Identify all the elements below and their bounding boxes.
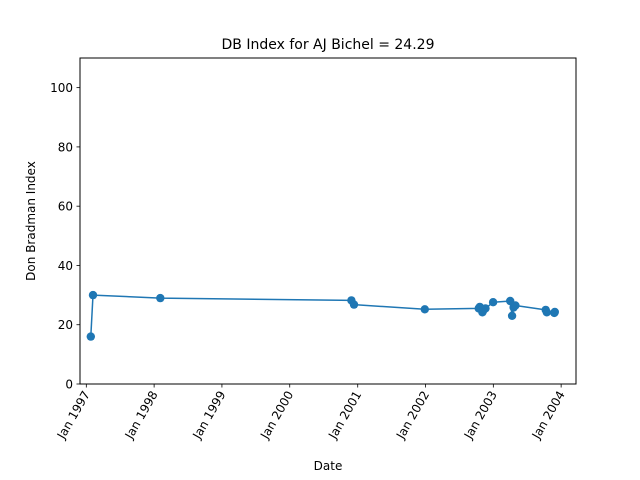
data-point [542, 308, 551, 317]
data-point [420, 305, 429, 314]
plot-area [79, 57, 577, 385]
x-tick-label: Jan 2002 [393, 389, 432, 443]
data-point [156, 293, 165, 303]
data-point [349, 300, 359, 309]
x-axis: Jan 1997 Jan 1998 Jan 1999 Jan 2000 Jan 2001… [54, 384, 568, 442]
x-tick-label: Jan 1998 [122, 389, 161, 443]
x-tick-label: Jan 2003 [461, 389, 500, 443]
x-axis-label: Date [314, 459, 343, 473]
data-point [86, 332, 96, 341]
x-tick-label: Jan 2001 [325, 389, 364, 443]
x-tick-label: Jan 2000 [257, 389, 296, 443]
plot-frame [79, 57, 577, 385]
data-point [481, 304, 490, 313]
data-point [88, 290, 98, 300]
y-axis-label: Don Bradman Index [24, 161, 38, 281]
y-tick-label: 20 [58, 318, 73, 332]
y-axis: 0 20 40 60 80 100 [50, 81, 80, 392]
chart-title: DB Index for AJ Bichel = 24.29 [222, 37, 435, 53]
x-tick-label: Jan 2004 [529, 389, 568, 443]
data-point [507, 311, 517, 320]
y-tick-label: 0 [65, 378, 73, 392]
y-tick-label: 80 [58, 140, 73, 154]
y-tick-label: 60 [58, 200, 73, 214]
data-point [550, 307, 559, 317]
x-tick-label: Jan 1999 [189, 389, 228, 443]
data-point [511, 301, 520, 310]
y-tick-label: 40 [58, 259, 73, 273]
data-point [488, 298, 498, 307]
x-tick-label: Jan 1997 [54, 389, 93, 443]
y-tick-label: 100 [50, 81, 73, 95]
